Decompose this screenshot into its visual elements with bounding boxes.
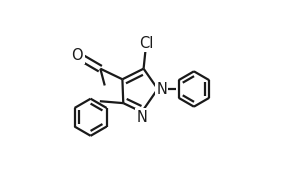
Text: N: N [156,82,167,97]
Text: Cl: Cl [139,36,153,51]
Text: O: O [72,48,83,63]
Text: N: N [136,110,147,125]
